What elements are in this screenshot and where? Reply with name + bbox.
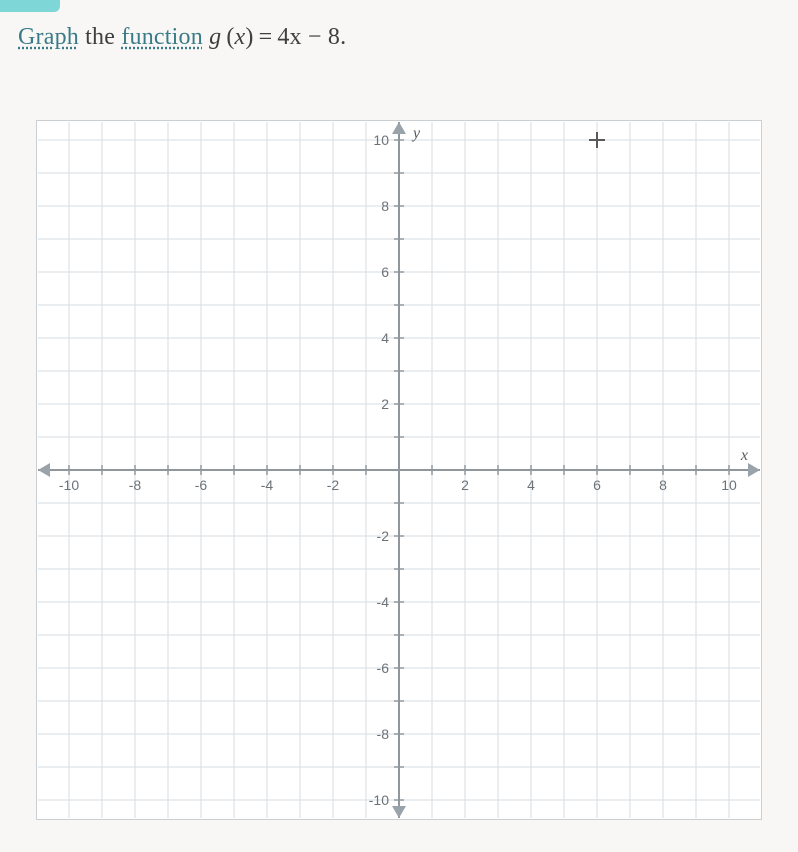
svg-text:-10: -10 [59, 477, 79, 493]
graph-area[interactable]: -10 -8 -6 -4 -2 2 4 6 8 10 -10 -8 -6 -4 -2 2 4 6 8 10 y x [36, 120, 762, 820]
svg-text:-6: -6 [195, 477, 208, 493]
svg-text:-6: -6 [377, 660, 390, 676]
svg-text:-4: -4 [377, 594, 390, 610]
page-container: Graph the function g (x) = 4x − 8. -10 -8… [0, 0, 798, 852]
prompt-text-1: the [79, 24, 121, 50]
function-link[interactable]: function [121, 24, 203, 50]
svg-text:-4: -4 [261, 477, 274, 493]
svg-text:10: 10 [721, 477, 737, 493]
svg-text:-10: -10 [369, 792, 389, 808]
svg-text:-8: -8 [377, 726, 390, 742]
equation: g (x) = 4x − 8. [209, 24, 346, 50]
svg-text:10: 10 [373, 132, 389, 148]
svg-text:2: 2 [381, 396, 389, 412]
svg-text:-8: -8 [129, 477, 142, 493]
svg-text:4: 4 [381, 330, 389, 346]
function-name: g [209, 24, 221, 50]
svg-text:y: y [411, 125, 421, 142]
graph-link[interactable]: Graph [18, 24, 79, 50]
equation-rhs: 4x − 8 [277, 24, 340, 50]
coordinate-grid[interactable]: -10 -8 -6 -4 -2 2 4 6 8 10 -10 -8 -6 -4 -2 2 4 6 8 10 y x [36, 120, 762, 820]
tab-accent [0, 0, 60, 12]
svg-text:4: 4 [527, 477, 535, 493]
svg-text:2: 2 [461, 477, 469, 493]
svg-text:6: 6 [381, 264, 389, 280]
question-prompt: Graph the function g (x) = 4x − 8. [18, 24, 346, 51]
svg-text:6: 6 [593, 477, 601, 493]
svg-text:8: 8 [381, 198, 389, 214]
svg-text:x: x [740, 447, 748, 464]
svg-text:8: 8 [659, 477, 667, 493]
svg-text:-2: -2 [327, 477, 340, 493]
svg-text:-2: -2 [377, 528, 390, 544]
function-arg: x [235, 24, 246, 50]
